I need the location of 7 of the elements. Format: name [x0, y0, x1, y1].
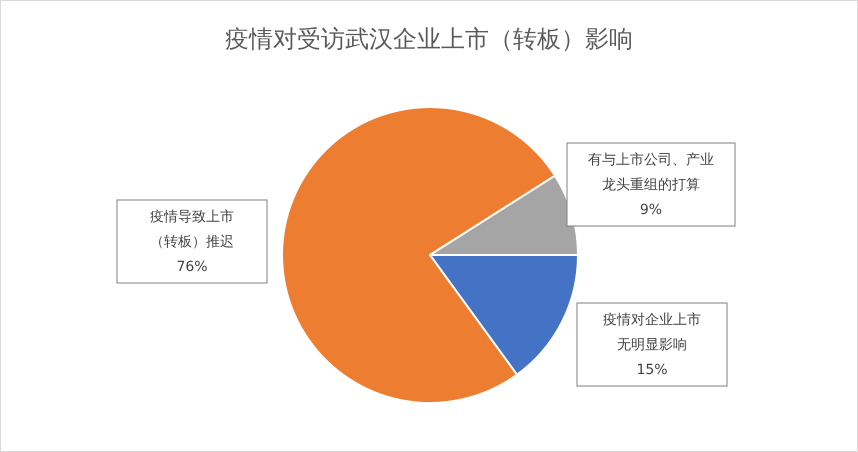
data-label: 76% — [176, 259, 208, 275]
slice-label: 有与上市公司、产业龙头重组的打算 — [588, 152, 714, 193]
chart-title: 疫情对受访武汉企业上市（转板）影响 — [225, 25, 633, 53]
slice-label: 疫情导致上市（转板）推迟 — [150, 209, 234, 250]
data-label: 9% — [640, 202, 662, 218]
data-label: 15% — [636, 362, 668, 378]
slice-label: 疫情对企业上市无明显影响 — [603, 312, 701, 353]
